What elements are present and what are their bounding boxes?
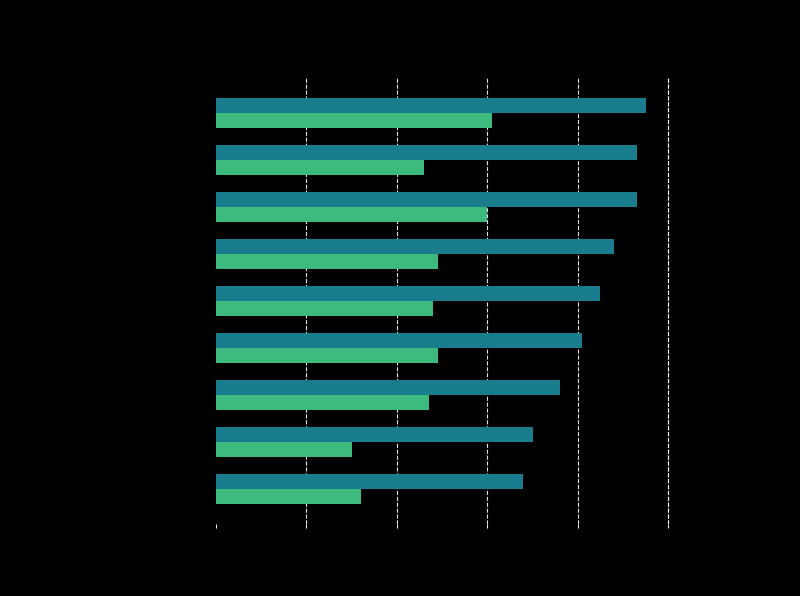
Bar (216, 207, 487, 222)
Bar (216, 145, 637, 160)
Bar (216, 333, 582, 348)
Bar (216, 286, 600, 301)
Bar (216, 442, 352, 457)
Bar (216, 254, 438, 269)
Bar (216, 192, 637, 207)
Bar (216, 113, 492, 128)
Bar (216, 489, 361, 504)
Bar (216, 239, 614, 254)
Legend: On-campus, Off-campus: On-campus, Off-campus (196, 594, 412, 596)
Bar (216, 380, 560, 395)
Bar (216, 427, 533, 442)
Bar (216, 301, 433, 316)
Bar (216, 160, 424, 175)
Bar (216, 474, 523, 489)
Bar (216, 348, 438, 363)
Bar (216, 395, 429, 410)
Bar (216, 98, 646, 113)
